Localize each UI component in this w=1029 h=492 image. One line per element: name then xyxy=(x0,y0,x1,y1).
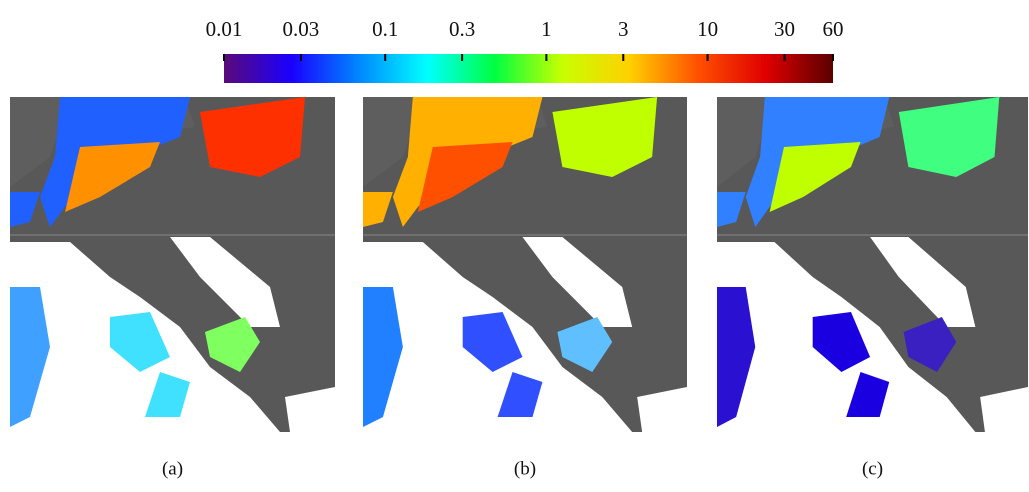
map-panel xyxy=(10,97,335,432)
tick-label: 0.03 xyxy=(283,17,320,41)
tick-label: 30 xyxy=(774,17,795,41)
coast-region xyxy=(110,312,170,372)
coast-region xyxy=(462,312,523,372)
coast-region xyxy=(145,372,190,417)
tick-label: 60 xyxy=(823,17,844,41)
tick-label: 0.01 xyxy=(206,17,243,41)
coast-region xyxy=(717,192,746,227)
panel-label: (b) xyxy=(514,458,536,479)
coast-region xyxy=(10,287,50,427)
map-panel xyxy=(717,97,1028,432)
tick-label: 10 xyxy=(697,17,718,41)
coast-region xyxy=(65,142,160,212)
coast-region xyxy=(497,372,543,417)
tick-label: 0.1 xyxy=(372,17,398,41)
land xyxy=(980,387,1028,432)
tick-label: 0.3 xyxy=(449,17,475,41)
panel-label: (c) xyxy=(862,458,883,479)
panel-label: (a) xyxy=(162,458,183,479)
coast-region xyxy=(200,97,305,177)
coast-region xyxy=(205,317,260,372)
coast-region xyxy=(717,287,756,427)
coast-region xyxy=(417,142,513,212)
coast-region xyxy=(363,287,403,427)
coast-region xyxy=(812,312,871,372)
land xyxy=(10,97,195,187)
tick-label: 3 xyxy=(618,17,629,41)
coast-region xyxy=(10,192,40,227)
colorbar: 0.01 0.03 0.1 0.3 1 3 10 30 60 xyxy=(206,17,844,83)
map-panels: (a) (b) (c) xyxy=(10,97,1028,479)
land xyxy=(285,387,335,432)
land xyxy=(717,97,895,187)
land xyxy=(637,387,687,432)
tick-label: 1 xyxy=(541,17,552,41)
coast-region xyxy=(363,192,393,227)
coast-region xyxy=(898,97,1000,177)
coast-region xyxy=(903,317,957,372)
map-panel xyxy=(363,97,687,432)
colorbar-gradient xyxy=(224,54,833,83)
coast-region xyxy=(552,97,658,177)
coast-region xyxy=(769,142,861,212)
coast-region xyxy=(846,372,890,417)
coast-region xyxy=(557,317,613,372)
land xyxy=(363,97,548,187)
